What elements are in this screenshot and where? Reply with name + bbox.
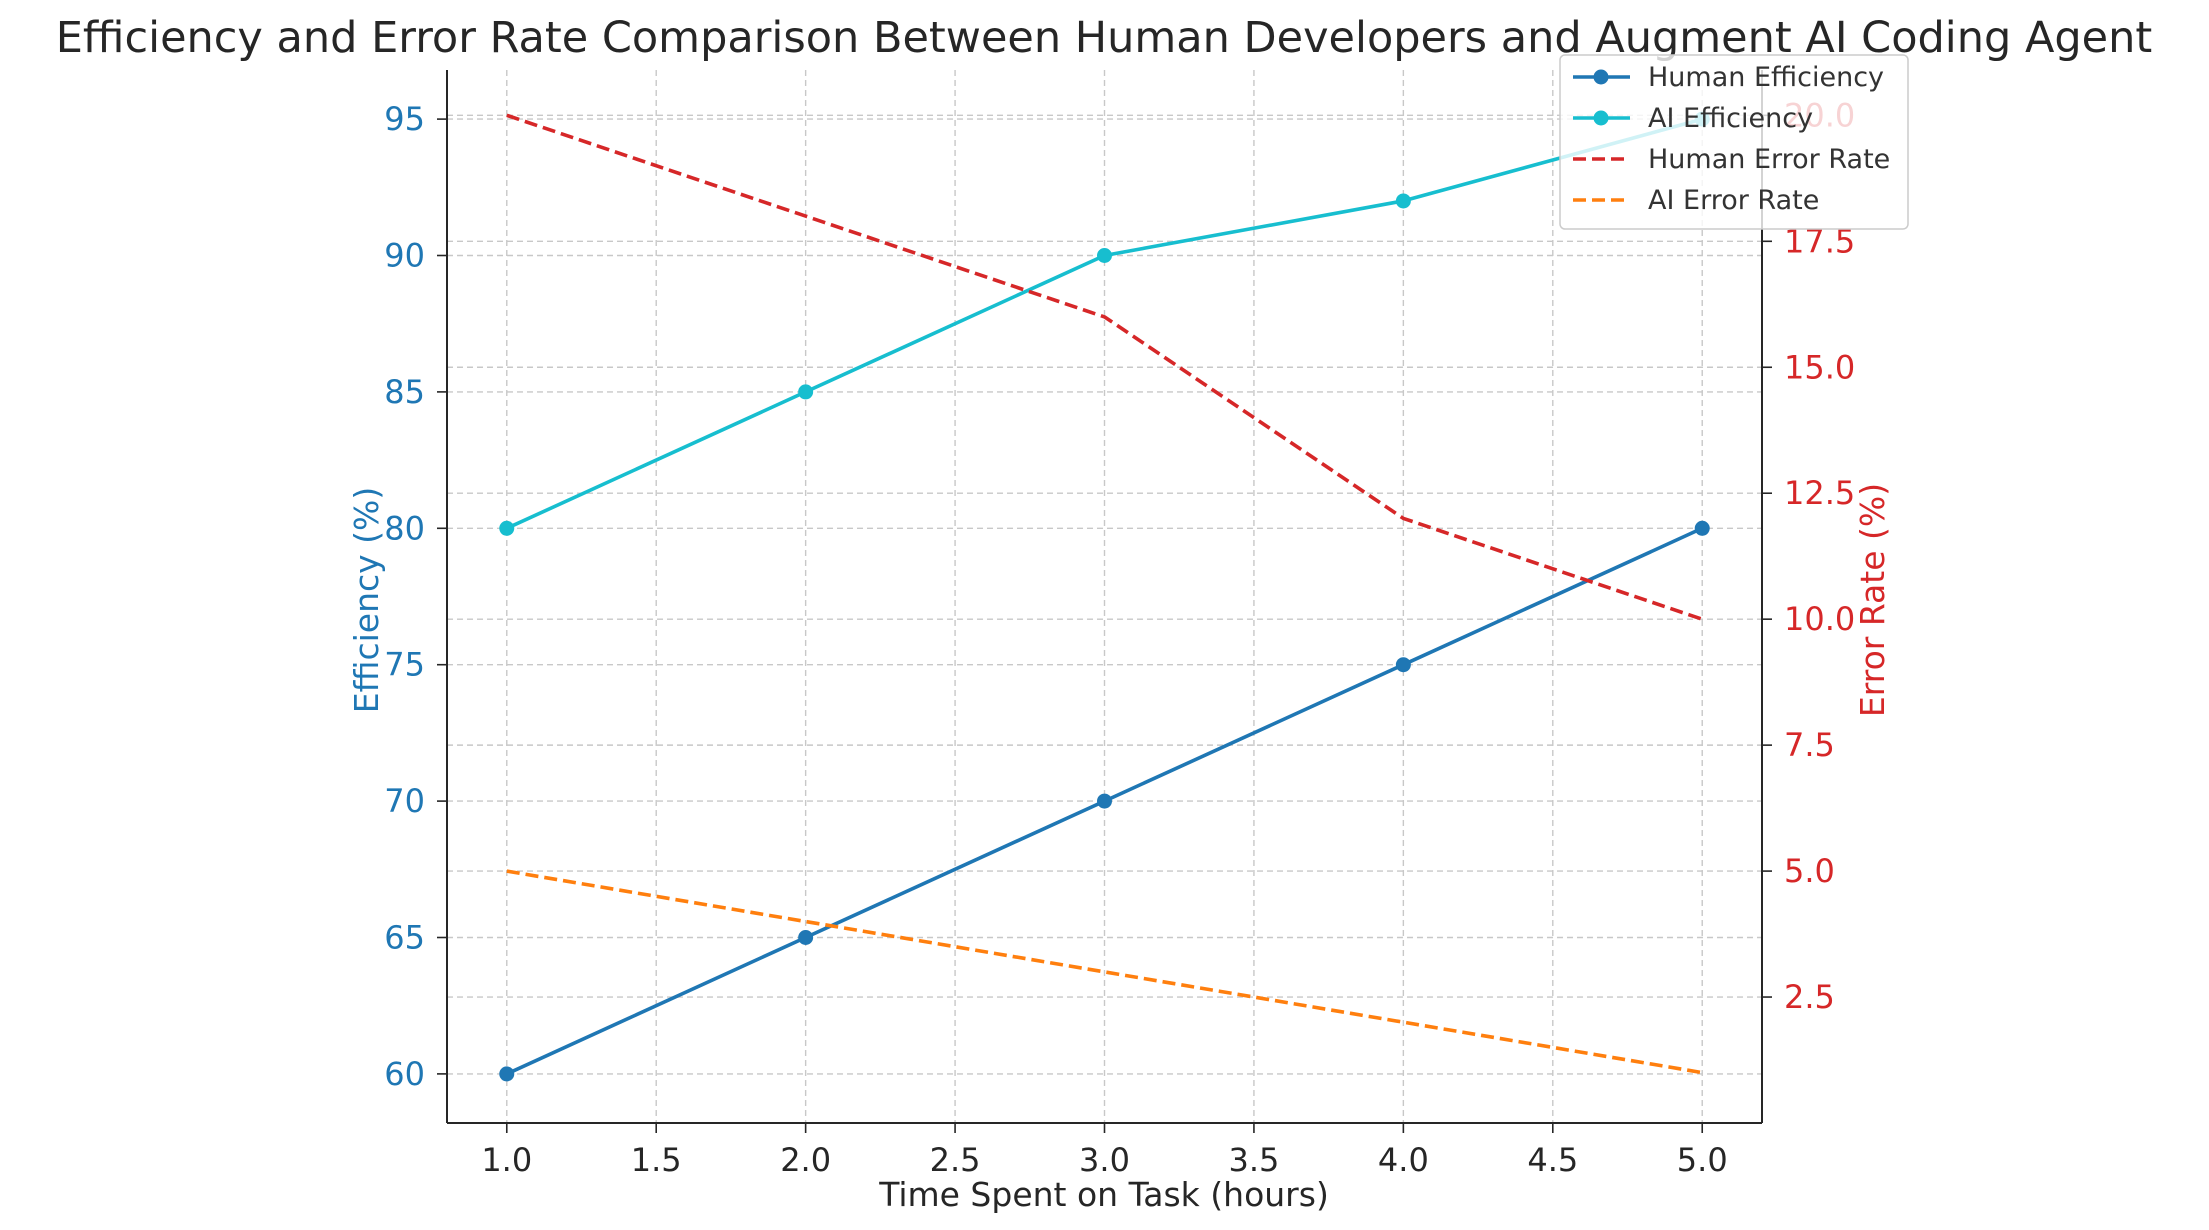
- y-axis-left-label: Efficiency (%): [347, 487, 386, 714]
- legend-marker-ai-efficiency: [1593, 110, 1609, 126]
- legend-label-human-efficiency: Human Efficiency: [1648, 62, 1884, 93]
- legend-marker-human-efficiency: [1593, 69, 1609, 85]
- x-tick-label: 2.0: [780, 1141, 831, 1179]
- x-tick-label: 2.5: [930, 1141, 981, 1179]
- x-axis-label: Time Spent on Task (hours): [878, 1175, 1329, 1214]
- human-efficiency-point: [798, 929, 814, 945]
- y-left-tick-label: 75: [384, 646, 425, 684]
- human-efficiency-point: [1694, 520, 1710, 536]
- legend: Human Efficiency AI Efficiency Human Error…: [1559, 54, 1909, 230]
- legend-frame: [1559, 54, 1909, 230]
- series-layer: [499, 111, 1710, 1082]
- ai-efficiency-point: [499, 520, 515, 536]
- y-right-tick-label: 2.5: [1784, 978, 1835, 1016]
- x-tick-label: 4.5: [1527, 1141, 1578, 1179]
- y-right-tick-label: 10.0: [1784, 600, 1855, 638]
- y-left-tick-label: 65: [384, 918, 425, 956]
- legend-label-human-error-rate: Human Error Rate: [1648, 144, 1890, 175]
- ai-efficiency-point: [1097, 248, 1112, 264]
- human-error-rate-line: [506, 113, 1703, 621]
- grid: [447, 70, 1762, 1123]
- y-left-tick-label: 60: [384, 1055, 425, 1093]
- ai-error-rate-line: [506, 869, 1703, 1075]
- human-efficiency-point: [499, 1066, 515, 1082]
- x-tick-label: 1.0: [481, 1141, 532, 1179]
- x-tick-label: 3.5: [1228, 1141, 1279, 1179]
- y-left-tick-label: 95: [384, 100, 425, 138]
- x-tick-label: 4.0: [1378, 1141, 1429, 1179]
- human-efficiency-point: [1395, 657, 1411, 673]
- ai-efficiency-point: [1395, 193, 1411, 209]
- legend-label-ai-efficiency: AI Efficiency: [1648, 103, 1813, 134]
- y-right-tick-label: 15.0: [1784, 348, 1855, 386]
- y-left-tick-label: 90: [384, 237, 425, 275]
- y-right-tick-label: 5.0: [1784, 852, 1835, 890]
- y-right-tick-label: 7.5: [1784, 726, 1835, 764]
- y-right-tick-label: 12.5: [1784, 474, 1855, 512]
- x-tick-label: 3.0: [1079, 1141, 1130, 1179]
- human-efficiency-point: [1097, 793, 1112, 809]
- x-tick-label: 5.0: [1677, 1141, 1728, 1179]
- legend-label-ai-error-rate: AI Error Rate: [1648, 185, 1819, 216]
- y-axis-right-label: Error Rate (%): [1853, 483, 1892, 717]
- y-left-tick-label: 80: [384, 509, 425, 547]
- x-tick-label: 1.5: [631, 1141, 682, 1179]
- ai-efficiency-point: [798, 384, 814, 400]
- y-left-tick-label: 70: [384, 782, 425, 820]
- y-left-tick-label: 85: [384, 373, 425, 411]
- ticks: 1.0 1.5 2.0 2.5 3.0 3.5 4.0 4.5 5.0 60 65 70 75 80 85 9…: [384, 96, 1855, 1179]
